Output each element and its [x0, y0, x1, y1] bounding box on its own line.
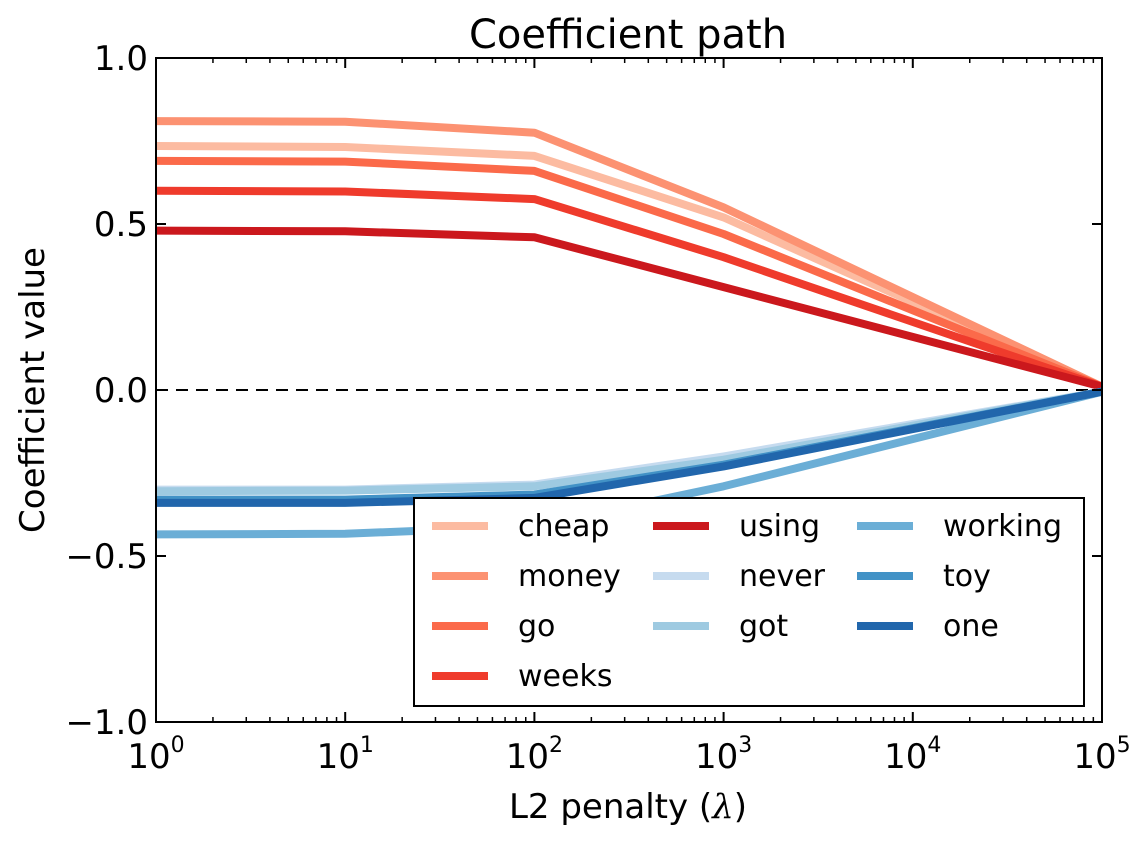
x-tick-label: 102 — [506, 733, 563, 777]
lambda-symbol: λ — [710, 787, 734, 827]
x-tick-label: 100 — [127, 733, 184, 777]
y-tick-label: 0.5 — [94, 205, 148, 245]
legend: cheap money go weeks using never got working toy… — [413, 497, 1085, 707]
series-line-cheap — [156, 142, 1102, 391]
y-axis-title: Coefficient value — [13, 247, 53, 533]
legend-label-got: got — [739, 609, 788, 644]
legend-label-toy: toy — [943, 559, 991, 594]
x-tick-label: 104 — [884, 733, 941, 777]
legend-label-working: working — [943, 509, 1062, 544]
legend-frame — [413, 497, 1085, 707]
x-tick-label: 105 — [1073, 733, 1130, 777]
legend-label-go: go — [518, 609, 555, 644]
legend-label-cheap: cheap — [518, 509, 609, 544]
y-tick-label: −0.5 — [65, 537, 148, 577]
y-tick-label: 0.0 — [94, 371, 148, 411]
series-line-money — [156, 117, 1102, 391]
legend-label-money: money — [518, 559, 621, 594]
series-line-using — [156, 226, 1102, 391]
series-line-go — [156, 156, 1102, 391]
x-axis-title: L2 penalty (λ) — [509, 787, 747, 827]
y-tick-label: 1.0 — [94, 39, 148, 79]
x-tick-label: 103 — [695, 733, 752, 777]
x-tick-label: 101 — [317, 733, 374, 777]
legend-label-never: never — [739, 559, 826, 594]
chart-title: Coefficient path — [469, 12, 787, 58]
legend-label-using: using — [739, 509, 820, 544]
legend-label-weeks: weeks — [518, 659, 612, 694]
series-line-weeks — [156, 186, 1102, 391]
legend-label-one: one — [943, 609, 999, 644]
y-tick-label: −1.0 — [65, 703, 148, 743]
